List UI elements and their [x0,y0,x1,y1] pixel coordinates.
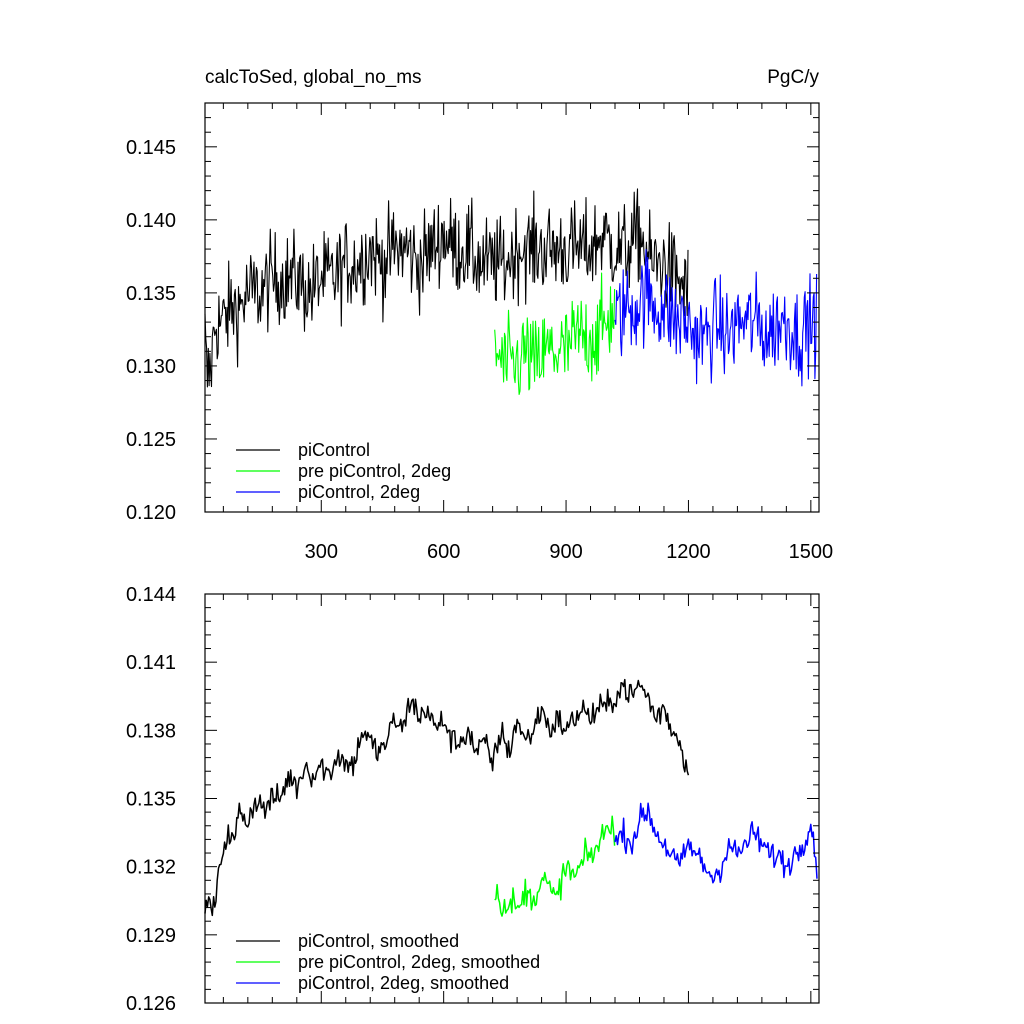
top-ticks-group: 0.120 0.125 0.130 0.135 0.140 0.145 300 600 900 1… [126,102,834,563]
top-plot-frame [204,102,820,513]
top-xtick-label: 1500 [789,541,834,563]
bottom-plot-frame [204,593,820,1004]
legend-label-pre-piControl-2deg-smoothed: pre piControl, 2deg, smoothed [298,952,540,972]
bottom-ytick-label: 0.144 [126,584,176,606]
top-series-picontrol-2deg [614,249,818,387]
top-series-picontrol [204,188,689,388]
bottom-series-pre-picontrol-2deg-smoothed [494,815,616,917]
top-series-group [204,188,818,396]
top-chart-title-right: PgC/y [767,67,819,88]
legend-label-piControl-2deg-smoothed: piControl, 2deg, smoothed [298,973,509,993]
legend-label-piControl-smoothed: piControl, smoothed [298,931,459,951]
legend-label-pre-piControl-2deg: pre piControl, 2deg [298,461,451,481]
top-chart-title-left: calcToSed, global_no_ms [205,67,422,88]
bottom-chart-panel: 0.126 0.129 0.132 0.135 0.138 0.141 0.144 piCo… [126,584,820,1015]
bottom-ytick-label: 0.132 [126,857,176,879]
bottom-ytick-label: 0.141 [126,652,176,674]
bottom-series-picontrol-smoothed [204,678,690,917]
legend-label-piControl-2deg: piControl, 2deg [298,482,420,502]
top-legend: piControl pre piControl, 2deg piControl,… [236,440,451,502]
top-ytick-label: 0.135 [126,283,176,305]
bottom-ytick-label: 0.126 [126,993,176,1015]
top-series-pre-picontrol-2deg [494,272,616,396]
top-ytick-label: 0.140 [126,210,176,232]
bottom-ytick-label: 0.138 [126,720,176,742]
bottom-legend: piControl, smoothed pre piControl, 2deg,… [236,931,540,993]
bottom-series-picontrol-2deg-smoothed [614,802,818,884]
legend-label-piControl: piControl [298,440,370,460]
bottom-series-group [204,678,818,917]
top-ytick-label: 0.145 [126,137,176,159]
bottom-ticks-group: 0.126 0.129 0.132 0.135 0.138 0.141 0.144 [126,584,819,1015]
top-xtick-label: 1200 [666,541,711,563]
top-ytick-label: 0.130 [126,356,176,378]
top-ytick-label: 0.120 [126,502,176,524]
top-xtick-label: 300 [305,541,338,563]
bottom-ytick-label: 0.129 [126,925,176,947]
bottom-ytick-label: 0.135 [126,789,176,811]
top-xtick-label: 900 [549,541,582,563]
top-chart-panel: calcToSed, global_no_ms PgC/y 0.120 0.125… [126,67,833,563]
top-ytick-label: 0.125 [126,429,176,451]
top-xtick-label: 600 [427,541,460,563]
